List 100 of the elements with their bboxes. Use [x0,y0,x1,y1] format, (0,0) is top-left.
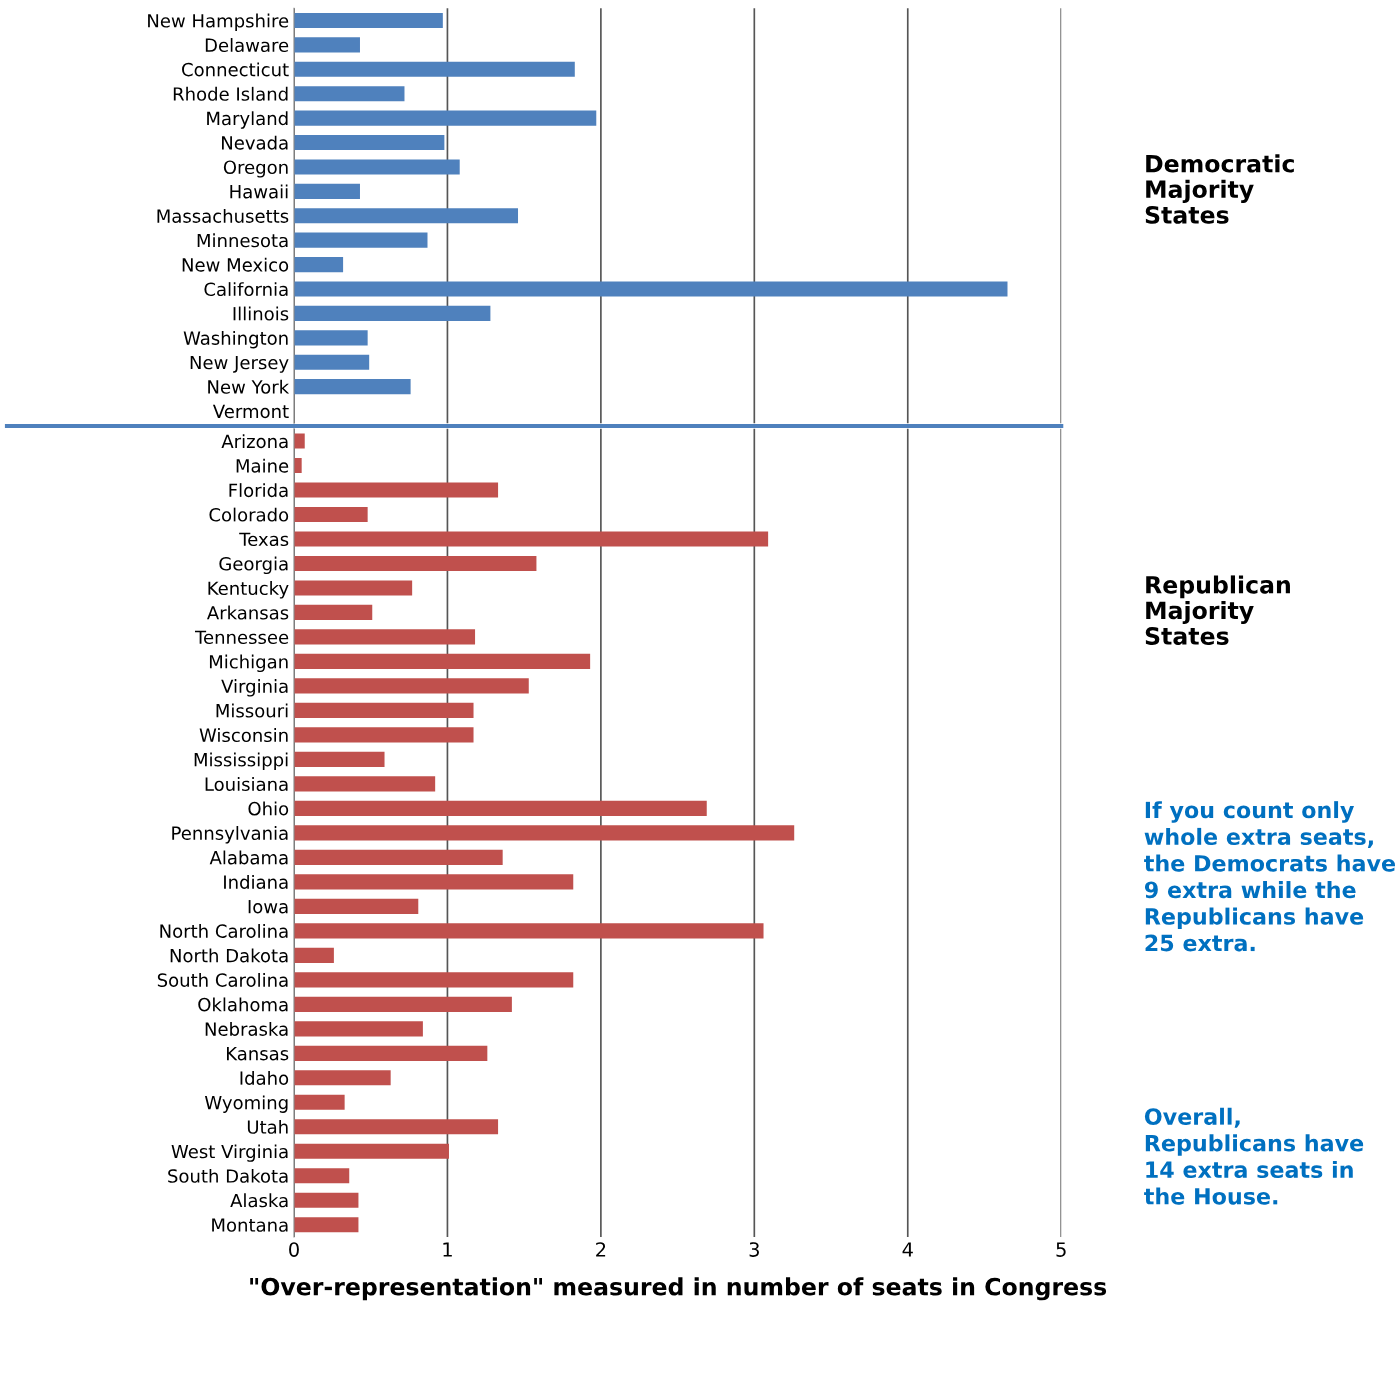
bar [294,12,443,29]
bar [294,629,476,645]
bar [294,531,769,547]
x-axis-title: "Over-representation" measured in number of seats in Congress [250,1277,1107,1301]
y-tick-label: New Mexico [182,257,289,272]
bar [294,1168,350,1184]
bar [294,506,368,523]
bar [294,354,370,370]
bar [294,580,413,596]
y-tick-label: Nebraska [205,1021,288,1036]
y-tick-label: North Dakota [170,948,288,963]
bar [294,996,512,1012]
y-tick-label: South Dakota [168,1168,288,1183]
bar [294,1143,449,1159]
bar [294,1070,391,1086]
bar [294,1119,499,1135]
y-tick-label: Oregon [223,160,288,178]
bar [294,305,491,321]
y-tick-label: Alabama [209,850,288,865]
y-tick-label: New Hampshire [148,13,289,32]
bar [294,482,499,498]
bar [294,1192,359,1208]
x-tick-label: 5 [1056,1242,1066,1257]
y-tick-label: New York [208,379,290,394]
y-tick-label: Maine [236,458,289,473]
bar [294,653,591,670]
y-tick-label: Minnesota [197,233,288,248]
y-tick-label: Kansas [227,1046,289,1061]
text: Republican Majority States [1145,575,1290,645]
x-tick-label: 4 [902,1242,913,1257]
y-tick-label: Utah [247,1119,288,1134]
bar [294,232,428,248]
text: Overall, Republicans have 14 extra seats in the House. [1144,1107,1364,1205]
y-tick-label: Washington [183,330,288,349]
y-tick-label: Texas [239,532,289,547]
y-tick-label: Alaska [230,1193,288,1208]
bar [294,1045,488,1061]
y-tick-label: Iowa [248,900,288,914]
y-tick-label: North Carolina [160,923,288,938]
y-tick-label: Nevada [222,135,288,150]
bar [294,257,344,273]
y-tick-label: Montana [212,1218,288,1232]
y-tick-label: Kentucky [208,581,289,599]
x-tick-label: 2 [596,1242,606,1257]
y-tick-label: Wyoming [204,1095,288,1113]
y-tick-label: South Carolina [157,972,288,987]
bar [294,776,436,792]
bar [294,379,411,395]
bar [294,678,529,694]
bar [294,874,574,890]
bar [294,457,302,474]
bar [294,61,575,77]
bar [294,208,519,224]
bar [294,923,764,939]
bar [294,800,707,816]
bar [294,183,360,199]
y-tick-label: Connecticut [182,62,289,77]
bar [294,898,419,914]
y-tick-label: Colorado [209,507,289,522]
y-tick-label: West Virginia [171,1144,288,1162]
bar [294,751,385,767]
y-tick-label: Michigan [209,654,288,673]
x-tick-label: 0 [289,1242,299,1257]
y-tick-label: Vermont [212,404,289,419]
bar [294,849,503,865]
text: If you count only whole extra seats, the Democrats have 9 extra while the Republicans have 25 extra. [1144,801,1395,952]
y-tick-label: Delaware [205,38,289,53]
text: Democratic Majority States [1145,154,1294,224]
y-tick-label: California [204,282,288,297]
bar [294,555,537,572]
y-tick-label: Massachusetts [157,208,289,223]
y-tick-label: Arkansas [206,605,289,620]
y-tick-label: Oklahoma [198,997,288,1012]
y-tick-label: Missouri [216,703,288,718]
bar [294,1094,345,1110]
bar [294,604,373,621]
bar [294,825,795,841]
y-tick-label: Virginia [221,679,288,697]
y-tick-label: New Jersey [190,355,289,373]
bar [294,727,474,743]
bar [294,110,597,126]
y-tick-label: Florida [229,483,288,498]
bar [294,433,305,449]
bar [294,134,445,151]
y-tick-label: Arizona [221,434,288,449]
y-tick-label: Tennessee [194,630,289,645]
bar [294,947,334,963]
bar [294,159,460,175]
bar [294,37,360,53]
y-tick-label: Rhode Island [173,86,288,101]
bar [294,281,1008,297]
bar [294,702,474,719]
y-tick-label: Hawaii [230,184,288,199]
x-tick-label: 1 [443,1242,452,1257]
y-tick-label: Mississippi [194,752,288,771]
bar [294,86,405,102]
y-tick-label: Pennsylvania [172,826,288,844]
bar [294,1021,423,1037]
y-tick-label: Wisconsin [199,728,288,743]
bar [294,1217,359,1233]
